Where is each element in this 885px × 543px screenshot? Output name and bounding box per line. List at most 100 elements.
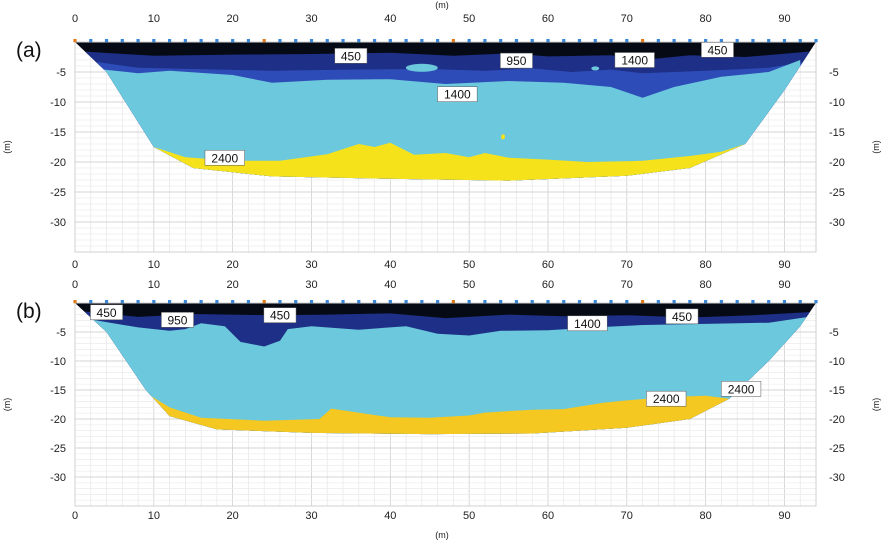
receiver-marker bbox=[467, 39, 471, 43]
receiver-marker bbox=[309, 39, 314, 43]
velocity-label-box bbox=[90, 304, 123, 321]
velocity-label: 2400 bbox=[204, 150, 245, 166]
velocity-layers bbox=[75, 303, 816, 435]
y-tick-label-right: -15 bbox=[829, 127, 845, 139]
receiver-marker bbox=[278, 300, 282, 304]
receiver-marker bbox=[231, 39, 235, 43]
x-tick-label-top: 30 bbox=[305, 13, 317, 25]
panel-label: (a) bbox=[16, 39, 42, 62]
receiver-marker bbox=[483, 300, 487, 304]
receiver-marker bbox=[767, 300, 771, 304]
y-tick-label-right: -15 bbox=[829, 385, 845, 397]
x-tick-label-top: 50 bbox=[463, 279, 475, 291]
receiver-marker bbox=[656, 39, 660, 43]
receiver-marker bbox=[609, 300, 613, 304]
receiver-marker bbox=[215, 300, 219, 304]
receiver-marker bbox=[656, 300, 660, 304]
velocity-label-text: 1400 bbox=[621, 54, 648, 68]
receiver-marker bbox=[325, 39, 329, 43]
receiver-marker bbox=[546, 300, 550, 304]
receiver-marker bbox=[499, 300, 503, 304]
receiver-marker bbox=[451, 300, 455, 304]
lens-1400 bbox=[591, 66, 600, 71]
receiver-marker bbox=[593, 300, 597, 304]
receiver-marker bbox=[798, 39, 802, 43]
y-tick-label-left: -15 bbox=[50, 127, 66, 139]
receiver-marker bbox=[388, 39, 392, 43]
x-tick-label-bottom: 50 bbox=[463, 259, 475, 271]
y-tick-label-right: -10 bbox=[829, 97, 845, 109]
receiver-marker bbox=[199, 300, 203, 304]
receiver-marker bbox=[136, 300, 140, 304]
receiver-marker bbox=[672, 39, 676, 43]
x-tick-label-bottom: 60 bbox=[542, 510, 554, 522]
velocity-label-box bbox=[567, 315, 608, 332]
right-axis-label: (m) bbox=[871, 398, 881, 412]
x-tick-label-bottom: 80 bbox=[700, 510, 712, 522]
lens-1400 bbox=[405, 63, 438, 72]
velocity-layers bbox=[75, 42, 816, 181]
velocity-label-text: 450 bbox=[707, 43, 727, 57]
receiver-marker bbox=[404, 39, 408, 43]
velocity-label-box bbox=[721, 381, 762, 397]
receiver-marker bbox=[814, 300, 818, 304]
receiver-marker bbox=[483, 39, 487, 43]
velocity-label: 950 bbox=[161, 312, 194, 328]
x-tick-label-bottom: 80 bbox=[700, 259, 712, 271]
receiver-marker bbox=[120, 39, 124, 43]
receiver-marker bbox=[89, 300, 93, 304]
x-tick-label-top: 80 bbox=[700, 279, 712, 291]
receiver-marker bbox=[262, 39, 266, 43]
velocity-label-text: 1400 bbox=[574, 317, 601, 331]
velocity-label: 2400 bbox=[646, 390, 687, 407]
y-tick-label-right: -20 bbox=[829, 157, 845, 169]
receiver-marker bbox=[735, 300, 739, 304]
velocity-label-box bbox=[500, 52, 533, 69]
x-tick-label-bottom: 40 bbox=[384, 259, 396, 271]
y-tick-label-left: -10 bbox=[50, 356, 66, 368]
velocity-label-box bbox=[437, 86, 478, 102]
plot-frame bbox=[74, 302, 817, 507]
receiver-marker bbox=[625, 300, 629, 304]
y-tick-label-left: -20 bbox=[50, 157, 66, 169]
x-tick-label-top: 20 bbox=[227, 279, 239, 291]
velocity-label-text: 450 bbox=[341, 49, 361, 63]
velocity-label: 450 bbox=[90, 304, 123, 321]
y-tick-label-right: -20 bbox=[829, 414, 845, 426]
velocity-label-text: 450 bbox=[97, 306, 117, 320]
velocity-label-box bbox=[161, 312, 194, 328]
top-axis-label: (m) bbox=[435, 0, 449, 10]
receiver-marker bbox=[372, 39, 377, 43]
y-tick-label-left: -30 bbox=[50, 217, 66, 229]
y-tick-label-left: -10 bbox=[50, 97, 66, 109]
x-tick-label-bottom: 40 bbox=[384, 510, 396, 522]
receiver-marker bbox=[782, 300, 787, 304]
velocity-label: 450 bbox=[701, 42, 734, 58]
receiver-marker bbox=[562, 300, 566, 304]
x-tick-label-bottom: 30 bbox=[305, 259, 317, 271]
x-tick-label-top: 60 bbox=[542, 13, 554, 25]
receiver-marker bbox=[420, 39, 424, 43]
x-tick-label-top: 0 bbox=[72, 279, 78, 291]
receiver-marker bbox=[767, 39, 771, 43]
x-tick-label-top: 70 bbox=[621, 279, 633, 291]
velocity-label: 2400 bbox=[721, 381, 762, 397]
velocity-label: 450 bbox=[263, 307, 297, 323]
left-axis-label: (m) bbox=[2, 398, 12, 412]
receiver-marker bbox=[577, 39, 582, 43]
receiver-marker bbox=[136, 39, 140, 43]
right-axis-label: (m) bbox=[871, 140, 881, 154]
velocity-label-text: 2400 bbox=[728, 382, 755, 396]
velocity-label-text: 450 bbox=[270, 309, 290, 323]
x-tick-label-bottom: 0 bbox=[72, 510, 78, 522]
velocity-label: 1400 bbox=[567, 315, 608, 332]
y-tick-label-right: -30 bbox=[829, 472, 845, 484]
x-tick-label-bottom: 90 bbox=[778, 510, 790, 522]
receiver-marker bbox=[640, 39, 645, 43]
velocity-label: 950 bbox=[500, 52, 533, 69]
x-tick-label-bottom: 90 bbox=[778, 259, 790, 271]
velocity-label: 1400 bbox=[614, 52, 655, 68]
receiver-marker bbox=[357, 300, 361, 304]
receiver-marker bbox=[436, 300, 440, 304]
x-tick-label-bottom: 60 bbox=[542, 259, 554, 271]
